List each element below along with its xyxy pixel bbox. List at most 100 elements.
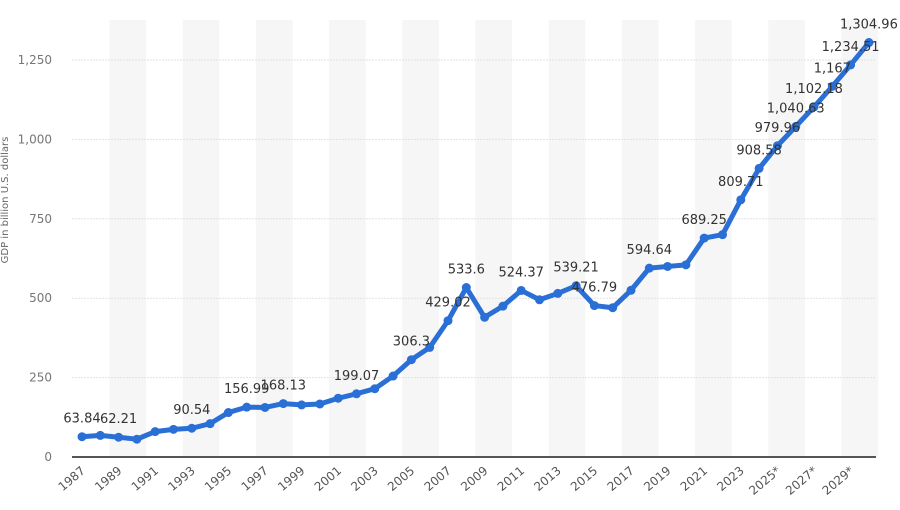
background-band (402, 20, 439, 457)
x-tick-label: 2005 (385, 464, 417, 494)
x-tick-label: 2023 (714, 464, 746, 494)
data-point (681, 260, 691, 270)
data-point (809, 102, 819, 112)
x-tick-label: 2025* (746, 464, 783, 498)
x-tick-label: 2021 (678, 464, 710, 494)
data-point (663, 261, 673, 271)
data-point (846, 60, 856, 70)
data-label: 908.58 (736, 143, 782, 158)
data-label: 1,234.51 (822, 40, 880, 55)
data-label: 1,102.18 (785, 82, 843, 97)
x-tick-label: 2015 (568, 464, 600, 494)
data-label: 979.96 (755, 121, 801, 136)
data-point (150, 427, 160, 437)
data-points (77, 38, 874, 444)
data-label: 1,167 (814, 61, 851, 76)
data-point (589, 301, 599, 311)
data-label: 524.37 (498, 265, 544, 280)
data-point (95, 430, 105, 440)
x-tick-label: 2017 (605, 464, 637, 494)
data-point (571, 281, 581, 291)
data-point (516, 285, 526, 295)
data-point (644, 263, 654, 273)
x-tick-label: 2019 (641, 464, 673, 494)
data-point (223, 408, 233, 418)
data-label: 306.3 (393, 335, 430, 350)
data-label: 156.99 (224, 382, 270, 397)
data-point (77, 432, 87, 442)
data-point (754, 163, 764, 173)
data-label: 1,040.63 (767, 101, 825, 116)
x-tick-label: 2029* (820, 464, 857, 498)
data-point (498, 301, 508, 311)
data-label: 594.64 (627, 243, 673, 258)
y-tick-label: 1,000 (18, 132, 52, 146)
x-tick-label: 2027* (783, 464, 820, 498)
x-tick-label: 1987 (56, 464, 88, 494)
data-label: 199.07 (334, 369, 380, 384)
background-band (841, 20, 879, 457)
data-label: 689.25 (681, 213, 727, 228)
background-band (768, 20, 805, 457)
background-band (329, 20, 366, 457)
y-tick-label: 500 (29, 291, 52, 305)
x-axis-ticks: 1987 1989 1991 1993 1995 1997 1999 2001 2003 2005… (56, 464, 857, 498)
data-point (699, 233, 709, 243)
data-point (187, 423, 197, 433)
y-axis-label: GDP in billion U.S. dollars (0, 137, 11, 264)
data-label: 168.13 (261, 379, 307, 394)
data-point (461, 283, 471, 293)
data-point (480, 312, 490, 322)
data-point (718, 230, 727, 240)
data-label: 809.71 (718, 175, 764, 190)
data-point (260, 402, 270, 412)
data-point (114, 432, 124, 442)
data-point (772, 141, 782, 151)
x-tick-label: 1991 (129, 464, 161, 494)
data-point (132, 434, 142, 444)
x-tick-label: 2007 (422, 464, 454, 494)
x-tick-label: 2009 (458, 464, 490, 494)
data-label: 476.79 (572, 281, 618, 296)
data-point (443, 316, 453, 326)
background-band (621, 20, 659, 457)
x-tick-label: 1989 (92, 464, 124, 494)
data-point (535, 295, 544, 305)
data-label: 90.54 (173, 403, 210, 418)
y-tick-label: 250 (29, 371, 52, 385)
y-tick-label: 0 (44, 450, 52, 464)
background-band (475, 20, 513, 457)
data-label: 63.84 (63, 412, 100, 427)
data-label: 429.02 (425, 296, 471, 311)
data-point (736, 195, 746, 205)
y-tick-label: 750 (29, 212, 52, 226)
data-label: 62.21 (100, 412, 137, 427)
data-point (553, 288, 563, 298)
data-point (205, 419, 215, 429)
y-axis-ticks: 0 250 500 750 1,000 1,250 (18, 53, 52, 464)
background-band (548, 20, 586, 457)
background-band (109, 20, 147, 457)
x-tick-label: 2011 (495, 464, 527, 494)
data-point (406, 355, 416, 365)
y-tick-label: 1,250 (18, 53, 52, 67)
data-point (333, 393, 343, 403)
data-label: 1,304.96 (840, 18, 898, 33)
data-point (791, 121, 801, 131)
data-label: 539.21 (553, 261, 599, 276)
x-tick-label: 1997 (239, 464, 271, 494)
x-tick-label: 2003 (348, 464, 380, 494)
data-point (278, 399, 288, 409)
background-band (182, 20, 220, 457)
x-tick-label: 2001 (312, 464, 344, 494)
data-point (827, 81, 837, 91)
x-tick-label: 1999 (275, 464, 307, 494)
data-point (608, 303, 618, 313)
data-point (626, 285, 636, 295)
x-tick-label: 2013 (531, 464, 563, 494)
data-point (315, 399, 325, 409)
background-band (255, 20, 293, 457)
x-tick-label: 1993 (165, 464, 197, 494)
